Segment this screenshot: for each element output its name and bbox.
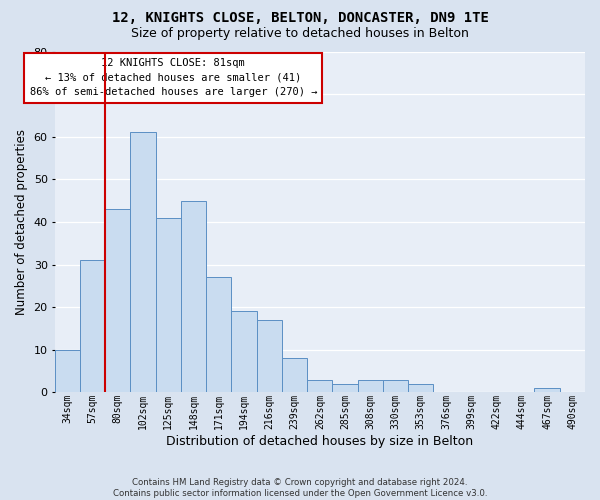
Text: Size of property relative to detached houses in Belton: Size of property relative to detached ho… (131, 28, 469, 40)
Bar (332, 384, 358, 392)
Bar (408, 384, 433, 392)
Bar (130, 132, 155, 392)
X-axis label: Distribution of detached houses by size in Belton: Distribution of detached houses by size … (166, 434, 473, 448)
Bar (206, 278, 232, 392)
Text: 12 KNIGHTS CLOSE: 81sqm
← 13% of detached houses are smaller (41)
86% of semi-de: 12 KNIGHTS CLOSE: 81sqm ← 13% of detache… (29, 58, 317, 98)
Text: 12, KNIGHTS CLOSE, BELTON, DONCASTER, DN9 1TE: 12, KNIGHTS CLOSE, BELTON, DONCASTER, DN… (112, 11, 488, 25)
Bar (181, 200, 206, 392)
Bar (155, 218, 181, 392)
Bar (257, 320, 282, 392)
Bar (80, 260, 105, 392)
Bar (282, 358, 307, 392)
Bar (383, 380, 408, 392)
Text: Contains HM Land Registry data © Crown copyright and database right 2024.
Contai: Contains HM Land Registry data © Crown c… (113, 478, 487, 498)
Bar (232, 312, 257, 392)
Bar (55, 350, 80, 393)
Bar (105, 209, 130, 392)
Bar (535, 388, 560, 392)
Bar (358, 380, 383, 392)
Y-axis label: Number of detached properties: Number of detached properties (15, 129, 28, 315)
Bar (307, 380, 332, 392)
